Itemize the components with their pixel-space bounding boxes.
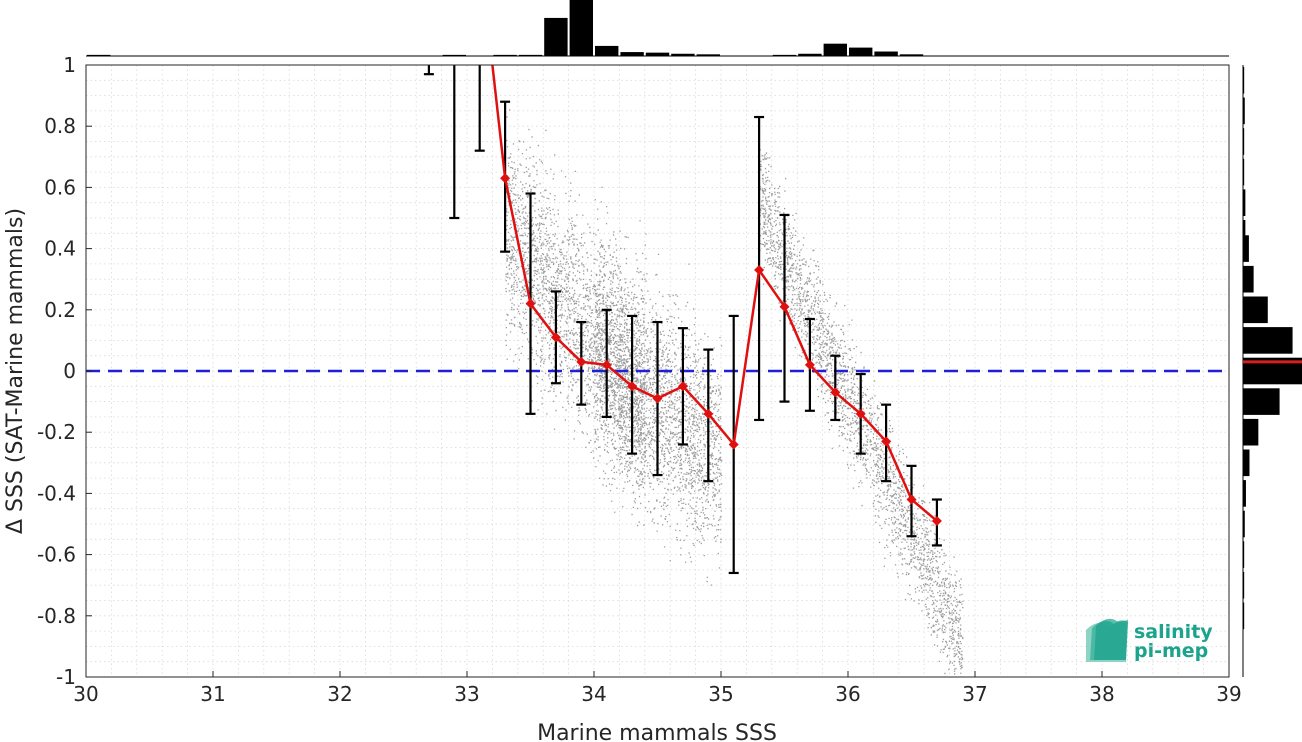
right-hist-bar (1243, 97, 1245, 125)
y-tick-label: 1 (63, 53, 76, 77)
right-hist-bar (1243, 327, 1293, 354)
y-tick-label: -0.4 (37, 481, 76, 505)
right-hist-bar (1243, 571, 1245, 599)
wave-icon (1086, 618, 1128, 662)
mean-marker (677, 381, 688, 392)
mean-marker (627, 381, 638, 392)
mean-marker (500, 173, 511, 184)
mean-marker (550, 332, 561, 343)
right-hist-bar (1243, 510, 1245, 538)
tick-labels: 30 31 32 33 34 35 36 37 38 39 1 0.8 0.6 0.4 0.2 0 -0.2 -0… (37, 53, 1242, 706)
x-tick-label: 36 (835, 682, 860, 706)
x-tick-label: 37 (962, 682, 987, 706)
y-tick-label: -0.2 (37, 420, 76, 444)
top-hist-bar (595, 45, 619, 56)
mean-marker (779, 301, 790, 312)
x-tick-label: 35 (708, 682, 733, 706)
right-hist-bar (1243, 418, 1259, 446)
mean-marker (576, 356, 587, 367)
right-hist-bar (1243, 220, 1246, 247)
logo-line1: salinity (1134, 621, 1213, 643)
right-hist-bar (1243, 388, 1280, 415)
y-tick-label: 0.2 (44, 298, 76, 322)
right-hist-bar (1243, 128, 1245, 155)
mean-marker (804, 359, 815, 370)
mean-line (491, 64, 938, 522)
right-hist-bar (1243, 602, 1245, 630)
top-hist-bar (874, 51, 898, 56)
y-axis-label: Δ SSS (SAT-Marine mammals) (3, 208, 28, 534)
right-hist-bar (1243, 189, 1246, 216)
x-tick-label: 39 (1216, 682, 1241, 706)
mean-marker (754, 265, 765, 276)
y-tick-label: 0.4 (44, 237, 76, 261)
top-hist-bar (569, 0, 593, 56)
mean-marker (830, 387, 841, 398)
right-hist-bar (1243, 296, 1268, 324)
y-tick-label: 0.8 (44, 114, 76, 138)
top-hist-bar (620, 52, 644, 56)
logo-line2: pi-mep (1134, 640, 1208, 662)
top-hist-bar (849, 47, 873, 56)
y-tick-label: 0.6 (44, 175, 76, 199)
top-hist-bar (518, 54, 543, 56)
right-histogram (1242, 65, 1302, 677)
top-hist-bar (899, 54, 924, 56)
x-tick-label: 32 (327, 682, 352, 706)
top-hist-bar (696, 54, 720, 56)
mean-marker (906, 494, 917, 505)
top-hist-bar (544, 17, 568, 57)
right-hist-bar (1243, 235, 1249, 262)
mean-marker (703, 408, 714, 419)
right-hist-bar (1243, 480, 1246, 507)
mean-marker (881, 436, 892, 447)
mean-marker (525, 298, 536, 309)
top-hist-bar (798, 53, 822, 56)
y-tick-label: -0.6 (37, 543, 76, 567)
top-hist-bar (442, 54, 466, 56)
x-tick-label: 34 (581, 682, 606, 706)
top-histogram (86, 0, 1229, 57)
top-hist-bar (645, 52, 670, 56)
top-hist-bar (493, 54, 517, 56)
right-hist-bar (1243, 449, 1250, 477)
top-hist-bar (823, 43, 847, 56)
mean-marker (601, 359, 612, 370)
right-hist-bar (1243, 158, 1245, 186)
right-hist-bar (1243, 67, 1245, 94)
right-hist-bar (1243, 265, 1254, 293)
mean-marker (652, 393, 663, 404)
x-tick-label: 30 (73, 682, 98, 706)
mean-marker (855, 408, 866, 419)
salinity-pimep-logo: salinity pi-mep (1086, 618, 1213, 662)
x-tick-label: 33 (454, 682, 479, 706)
x-axis-label: Marine mammals SSS (537, 721, 777, 742)
y-tick-label: -0.8 (37, 604, 76, 628)
top-hist-bar (87, 54, 111, 56)
x-tick-label: 38 (1089, 682, 1114, 706)
mean-line-series (491, 64, 942, 526)
right-hist-bar (1243, 541, 1245, 568)
mean-marker (931, 515, 942, 526)
top-hist-bar (671, 53, 695, 56)
x-tick-label: 31 (200, 682, 225, 706)
top-hist-bar (772, 54, 797, 56)
y-tick-label: -1 (56, 665, 76, 689)
mean-marker (728, 439, 739, 450)
y-tick-label: 0 (63, 359, 76, 383)
